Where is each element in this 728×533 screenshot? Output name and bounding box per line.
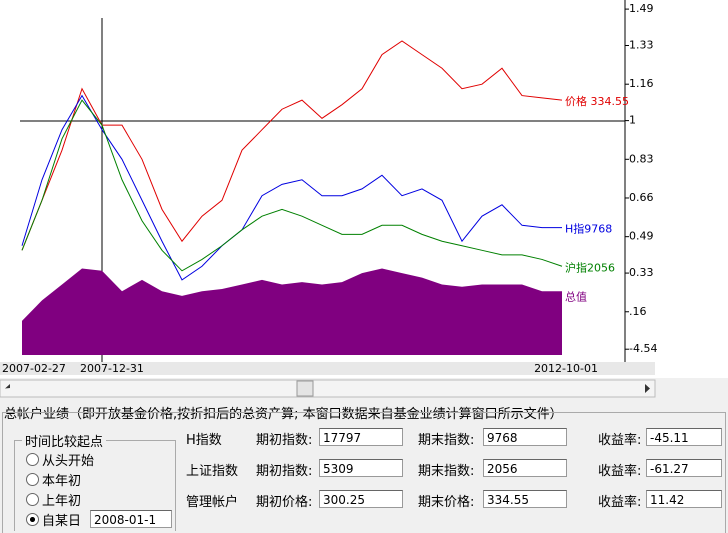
y-tick-label: 1.16	[629, 77, 654, 90]
rate-label: 收益率:	[598, 495, 642, 510]
scroll-thumb[interactable]	[296, 380, 314, 397]
area	[22, 268, 562, 355]
x-tick-label: 2007-12-31	[80, 362, 144, 375]
series-label: H指9768	[565, 222, 612, 236]
rate-label: 收益率:	[598, 464, 642, 479]
y-tick-label: -4.54	[629, 342, 657, 355]
rate-input[interactable]: 11.42	[646, 490, 722, 508]
y-tick-label: 1.33	[629, 39, 654, 52]
y-tick-label: 0.66	[629, 191, 654, 204]
start-label: 期初价格:	[256, 495, 313, 510]
row-name: 管理帐户	[186, 495, 239, 510]
row-name: 上证指数	[186, 464, 239, 479]
end-input[interactable]: 334.55	[483, 490, 567, 508]
date-strip	[0, 362, 655, 375]
y-tick-label: 0.49	[629, 230, 654, 243]
radio-label[interactable]: 本年初	[42, 474, 82, 489]
radio-button[interactable]	[26, 473, 39, 486]
start-label: 期初指数:	[256, 433, 313, 448]
line	[21, 94, 562, 281]
start-label: 期初指数:	[256, 464, 313, 479]
panel-title: 总帐户业绩（即开放基金价格,按折扣后的总资产算; 本窗口数据来自基金业绩计算窗口…	[4, 407, 563, 422]
end-label: 期末指数:	[418, 433, 475, 448]
radio-label[interactable]: 自某日	[42, 514, 82, 529]
radio-label[interactable]: 从头开始	[42, 454, 95, 469]
y-tick-label: 0.33	[629, 266, 654, 279]
y-tick-label: .16	[629, 305, 647, 318]
series-label: 沪指2056	[565, 260, 615, 274]
y-tick-label: 0.83	[629, 152, 654, 165]
start-input[interactable]: 17797	[319, 428, 403, 446]
x-tick-label: 2007-02-27	[2, 362, 66, 375]
line	[21, 99, 563, 272]
start-input[interactable]: 5309	[319, 459, 403, 477]
series-label: 总值	[565, 289, 587, 303]
panel-group	[2, 412, 726, 533]
series-label: 价格 334.55	[565, 94, 629, 108]
radio-button[interactable]	[26, 513, 39, 526]
rate-input[interactable]: -45.11	[646, 428, 722, 446]
radio-button[interactable]	[26, 453, 39, 466]
end-label: 期末价格:	[418, 495, 475, 510]
rate-input[interactable]: -61.27	[646, 459, 722, 477]
start-input[interactable]: 300.25	[319, 490, 403, 508]
rate-label: 收益率:	[598, 433, 642, 448]
chart: 1.49 1.33 1.16 1 0.83 0.66 0.49 0.33 .16 -4.54 200…	[0, 0, 728, 398]
x-tick-label: 2012-10-01	[534, 362, 598, 375]
date-input[interactable]: 2008-01-1	[90, 510, 172, 528]
radio-button[interactable]	[26, 493, 39, 506]
scrollbar[interactable]	[0, 379, 656, 398]
radio-label[interactable]: 上年初	[42, 494, 82, 509]
y-tick-label: 1	[629, 114, 636, 127]
end-label: 期末指数:	[418, 464, 475, 479]
row-name: H指数	[186, 433, 222, 448]
end-input[interactable]: 2056	[483, 459, 567, 477]
y-tick-label: 1.49	[629, 2, 654, 15]
compare-title: 时间比较起点	[22, 431, 107, 450]
line	[21, 40, 563, 251]
end-input[interactable]: 9768	[483, 428, 567, 446]
